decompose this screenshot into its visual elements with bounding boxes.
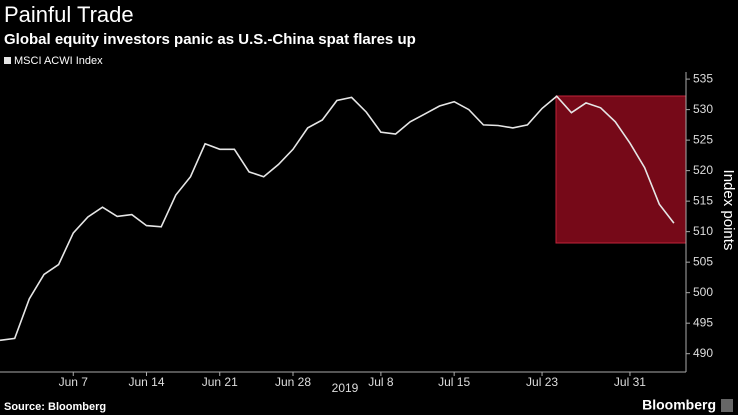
x-axis-label: 2019: [332, 381, 359, 395]
y-tick-label: 515: [693, 193, 713, 207]
y-tick-label: 505: [693, 254, 713, 268]
legend-swatch: [4, 57, 11, 64]
x-tick-label: Jul 8: [368, 375, 394, 389]
x-tick-label: Jul 15: [438, 375, 470, 389]
x-tick-label: Jun 28: [275, 375, 311, 389]
y-tick-label: 520: [693, 163, 713, 177]
x-tick-label: Jul 31: [614, 375, 646, 389]
y-tick-label: 510: [693, 224, 713, 238]
x-tick-label: Jun 7: [59, 375, 89, 389]
y-tick-label: 535: [693, 71, 713, 85]
brand-icon: [721, 399, 733, 412]
y-tick-label: 530: [693, 102, 713, 116]
y-tick-label: 500: [693, 285, 713, 299]
source: Source: Bloomberg: [4, 401, 106, 413]
line-series: [0, 95, 675, 342]
y-tick-label: 525: [693, 132, 713, 146]
highlight-box: [555, 95, 687, 244]
legend-label: MSCI ACWI Index: [14, 55, 103, 67]
chart-subtitle: Global equity investors panic as U.S.-Ch…: [4, 31, 416, 48]
x-tick-label: Jun 21: [202, 375, 238, 389]
x-tick-label: Jun 14: [128, 375, 164, 389]
chart-title: Painful Trade: [4, 2, 134, 27]
y-axis-label: Index points: [720, 170, 737, 251]
y-tick-label: 495: [693, 315, 713, 329]
brand: Bloomberg: [642, 397, 716, 413]
x-tick-label: Jul 23: [526, 375, 558, 389]
y-tick-label: 490: [693, 346, 713, 360]
